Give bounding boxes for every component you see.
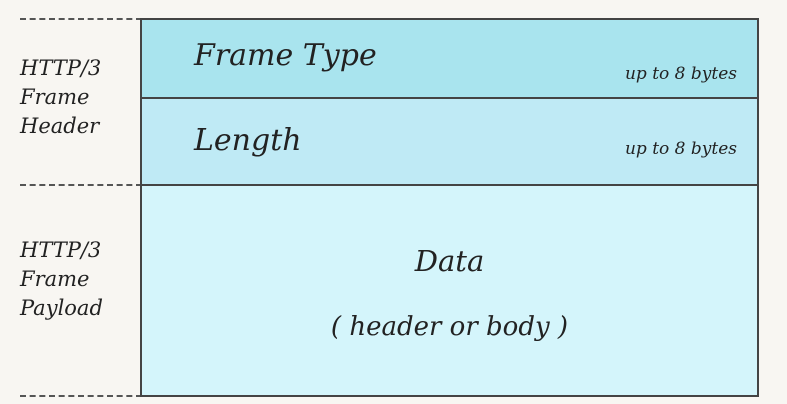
data-name: Data [414,244,485,278]
length-field: Length up to 8 bytes [140,97,759,186]
length-size: up to 8 bytes [624,139,737,159]
data-detail: ( header or body ) [330,312,569,342]
boundary-line-bottom [20,395,142,397]
frame-type-field: Frame Type up to 8 bytes [140,18,759,99]
data-field: Data ( header or body ) [140,184,759,397]
frame-type-size: up to 8 bytes [624,64,737,84]
frame-header-label: HTTP/3 Frame Header [20,56,102,138]
boundary-line-middle [20,184,142,186]
length-name: Length [194,123,302,158]
frame-type-name: Frame Type [194,38,377,73]
frame-payload-label: HTTP/3 Frame Payload [20,238,103,320]
boundary-line-top [20,18,142,20]
